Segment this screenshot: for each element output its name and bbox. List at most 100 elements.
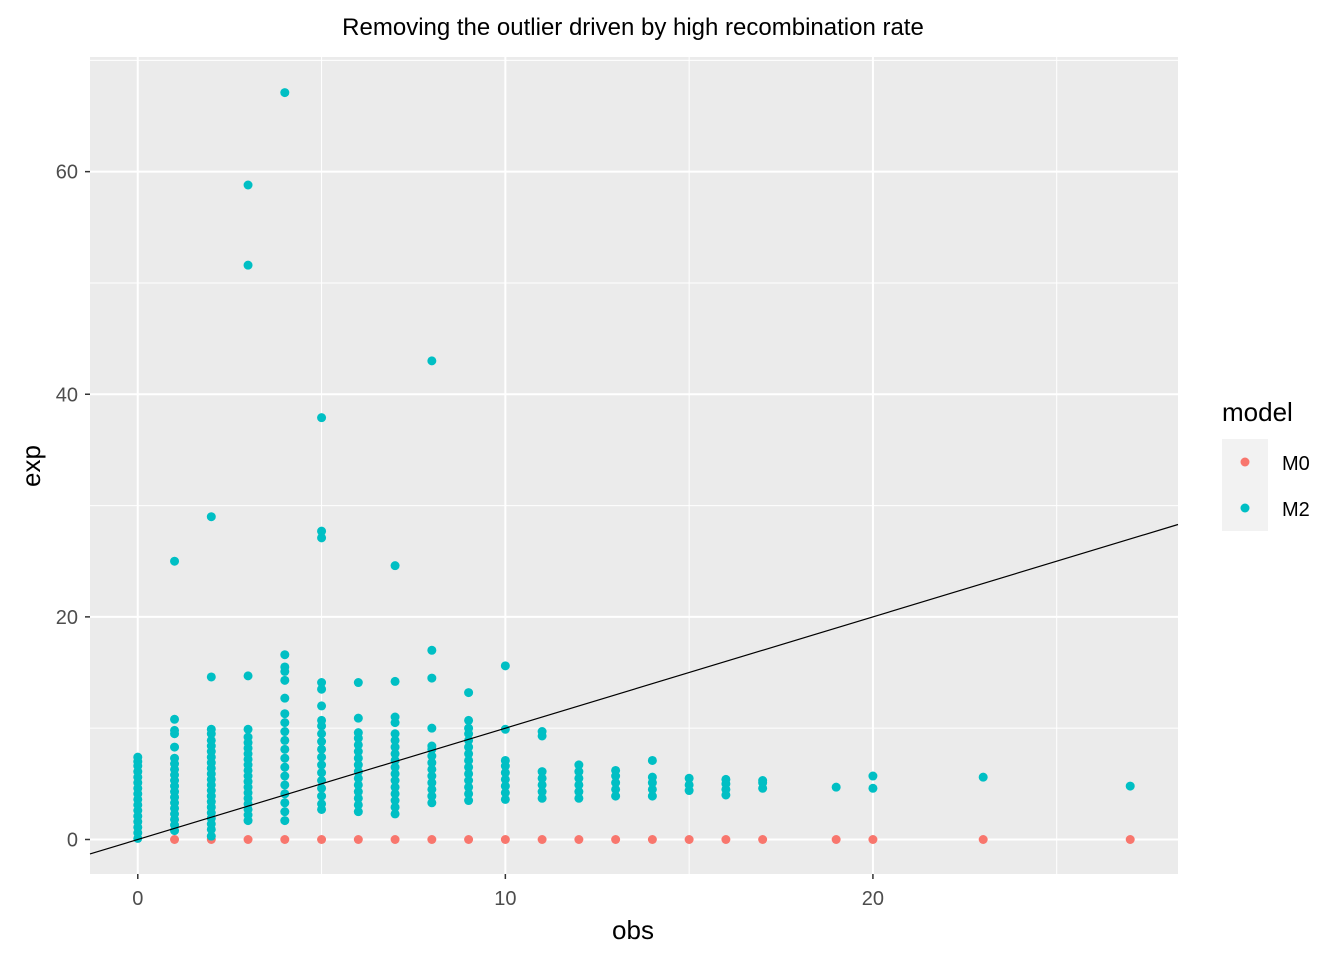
point-m2 — [464, 762, 474, 772]
point-m2 — [390, 676, 400, 686]
point-m2 — [574, 780, 584, 790]
point-m2 — [390, 729, 400, 739]
point-m2 — [280, 88, 290, 98]
point-m2 — [353, 728, 363, 738]
point-m2 — [427, 791, 437, 801]
point-m2 — [317, 752, 327, 762]
point-m2 — [390, 749, 400, 759]
point-m2 — [206, 724, 216, 734]
plot-panel — [90, 57, 1178, 874]
point-m2 — [390, 809, 400, 819]
point-m2 — [390, 802, 400, 812]
point-m2 — [280, 771, 290, 781]
point-m2 — [317, 701, 327, 711]
point-m0 — [537, 834, 547, 844]
point-m2 — [243, 260, 253, 270]
point-m2 — [427, 798, 437, 808]
point-m2 — [353, 760, 363, 770]
point-m2 — [427, 723, 437, 733]
point-m2 — [280, 762, 290, 772]
point-m2 — [684, 780, 694, 790]
point-m2 — [868, 771, 878, 781]
point-m2 — [243, 724, 253, 734]
point-m0 — [758, 834, 768, 844]
point-m2 — [317, 791, 327, 801]
point-m2 — [353, 800, 363, 810]
point-m2 — [537, 793, 547, 803]
point-m2 — [390, 789, 400, 799]
point-m2 — [317, 715, 327, 725]
point-m2 — [427, 784, 437, 794]
point-m2 — [317, 729, 327, 739]
point-m2 — [280, 662, 290, 672]
point-m2 — [574, 793, 584, 803]
legend-key-m0 — [1240, 457, 1250, 467]
y-tick-label: 60 — [56, 162, 78, 184]
point-m2 — [427, 771, 437, 781]
point-m2 — [317, 768, 327, 778]
legend-key-m2 — [1240, 503, 1250, 513]
point-m2 — [500, 774, 510, 784]
point-m2 — [280, 675, 290, 685]
point-m2 — [170, 714, 180, 724]
point-m2 — [684, 773, 694, 783]
point-m2 — [721, 774, 731, 784]
point-m2 — [206, 831, 216, 841]
point-m2 — [133, 752, 143, 762]
point-m2 — [500, 755, 510, 765]
chart-title: Removing the outlier driven by high reco… — [342, 14, 924, 41]
point-m2 — [647, 791, 657, 801]
point-m2 — [647, 784, 657, 794]
point-m2 — [574, 787, 584, 797]
point-m2 — [280, 744, 290, 754]
point-m2 — [464, 749, 474, 759]
x-axis-ticks: 0 10 20 — [132, 874, 884, 910]
point-m2 — [427, 764, 437, 774]
legend-label-m0: M0 — [1282, 453, 1310, 475]
point-m2 — [317, 737, 327, 747]
point-m2 — [537, 773, 547, 783]
point-m2 — [464, 782, 474, 792]
point-m0 — [574, 834, 584, 844]
point-m2 — [353, 753, 363, 763]
point-m2 — [280, 650, 290, 660]
point-m2 — [280, 807, 290, 817]
point-m2 — [464, 796, 474, 806]
legend: model M0 M2 — [1222, 397, 1310, 531]
point-m2 — [280, 718, 290, 728]
point-m2 — [500, 661, 510, 671]
point-m0 — [464, 834, 474, 844]
point-m2 — [280, 709, 290, 719]
point-m2 — [353, 713, 363, 723]
point-m2 — [537, 780, 547, 790]
point-m2 — [170, 556, 180, 566]
point-m2 — [280, 753, 290, 763]
point-m2 — [500, 781, 510, 791]
point-m2 — [280, 798, 290, 808]
point-m2 — [353, 773, 363, 783]
point-m2 — [353, 740, 363, 750]
point-m2 — [574, 760, 584, 770]
point-m2 — [390, 796, 400, 806]
point-m2 — [500, 768, 510, 778]
point-m2 — [280, 735, 290, 745]
point-m2 — [170, 725, 180, 735]
point-m2 — [317, 684, 327, 694]
point-m2 — [1125, 781, 1135, 791]
point-m2 — [978, 772, 988, 782]
point-m2 — [831, 782, 841, 792]
minor-gridlines — [90, 57, 1178, 874]
point-m0 — [831, 834, 841, 844]
point-m2 — [353, 678, 363, 688]
point-m2 — [390, 769, 400, 779]
point-m2 — [537, 727, 547, 737]
point-m2 — [317, 783, 327, 793]
point-m2 — [464, 723, 474, 733]
point-m2 — [611, 765, 621, 775]
x-tick-label: 20 — [862, 888, 884, 910]
point-m2 — [353, 787, 363, 797]
point-m0 — [170, 834, 180, 844]
point-m2 — [464, 755, 474, 765]
point-m0 — [611, 834, 621, 844]
point-m2 — [868, 783, 878, 793]
